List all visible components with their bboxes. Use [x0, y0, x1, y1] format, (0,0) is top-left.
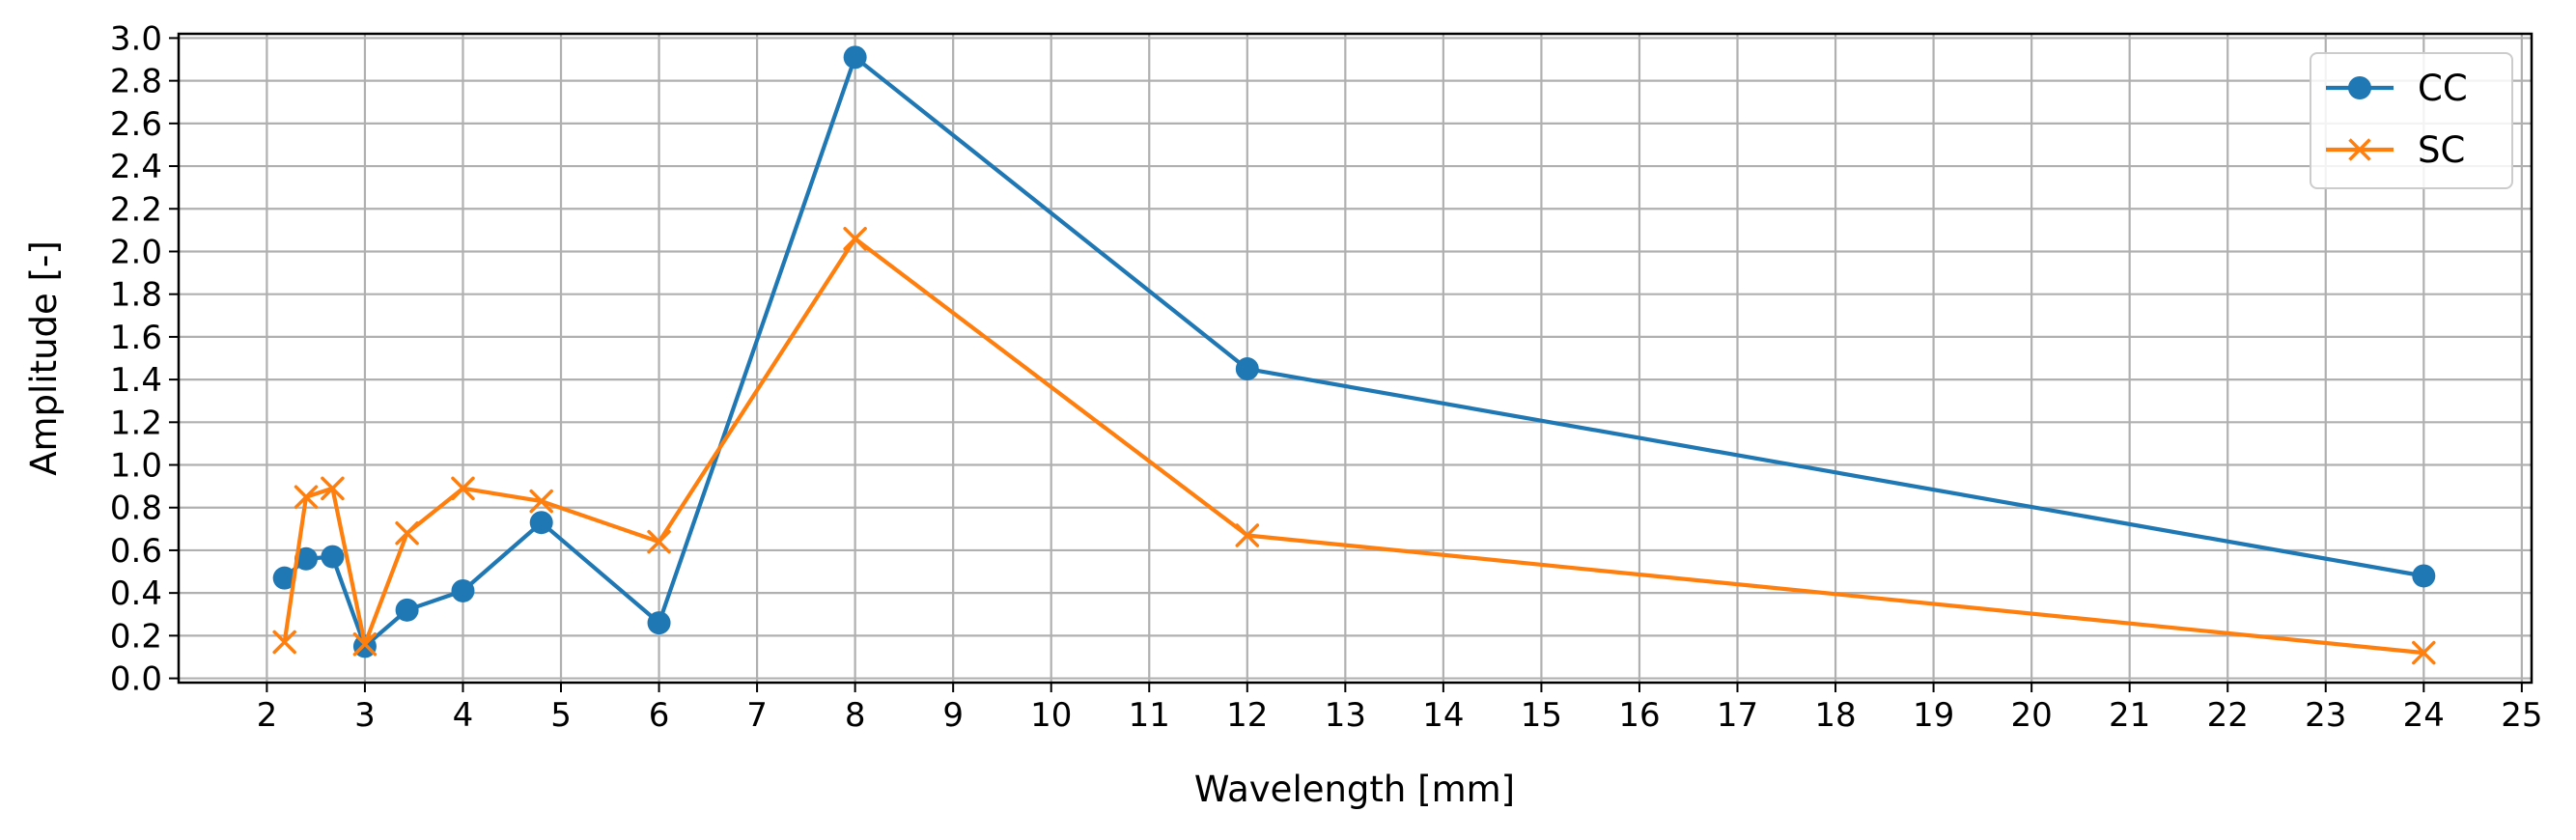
legend-entry-sc: SC	[2326, 129, 2465, 171]
data-point	[843, 226, 867, 251]
y-tick-label: 2.8	[110, 63, 162, 101]
x-tick-label: 5	[550, 696, 572, 735]
y-tick-label: 1.6	[110, 319, 162, 357]
series-line	[282, 55, 2426, 649]
x-tick-label: 22	[2207, 696, 2249, 735]
x-tick-label: 10	[1030, 696, 1072, 735]
series-line	[282, 237, 2426, 656]
y-tick-label: 0.8	[110, 490, 162, 528]
y-tick-label: 3.0	[110, 19, 162, 58]
x-tick-label: 2	[257, 696, 278, 735]
x-tick-label: 3	[354, 696, 376, 735]
y-tick-label: 0.0	[110, 660, 162, 699]
x-tick-label: 9	[942, 696, 964, 735]
x-tick-label: 7	[746, 696, 768, 735]
x-tick-label: 23	[2305, 696, 2346, 735]
data-point	[352, 631, 378, 657]
data-point	[321, 476, 345, 501]
y-tick-label: 1.4	[110, 361, 162, 400]
grid	[179, 34, 2532, 683]
y-tick-label: 2.4	[110, 148, 162, 186]
data-point	[647, 611, 671, 635]
x-tick-label: 15	[1521, 696, 1562, 735]
data-point	[451, 476, 475, 501]
x-tick-label: 6	[649, 696, 670, 735]
x-axis-label: Wavelength [mm]	[1194, 769, 1515, 810]
y-tick-label: 1.0	[110, 447, 162, 486]
data-point	[321, 545, 345, 569]
data-point	[1235, 523, 1260, 547]
x-tick-label: 13	[1325, 696, 1366, 735]
series-sc	[272, 226, 2436, 665]
x-tick-label: 20	[2011, 696, 2053, 735]
x-tick-label: 11	[1129, 696, 1170, 735]
x-tick-label: 14	[1422, 696, 1464, 735]
y-tick-label: 2.6	[110, 105, 162, 144]
series-cc	[272, 45, 2436, 658]
legend-label: SC	[2418, 129, 2465, 171]
legend-label: CC	[2418, 68, 2468, 109]
series-layer	[272, 45, 2436, 665]
y-tick-label: 1.8	[110, 276, 162, 315]
x-tick-label: 16	[1618, 696, 1660, 735]
x-tick-label: 8	[845, 696, 866, 735]
data-point	[2412, 564, 2436, 588]
legend-marker	[2348, 76, 2371, 99]
data-point	[647, 529, 671, 554]
data-point	[294, 485, 319, 509]
data-point	[294, 546, 319, 571]
plot-frame	[177, 32, 2534, 685]
x-tick-label: 18	[1814, 696, 1856, 735]
data-point	[272, 566, 296, 590]
legend-box	[2310, 52, 2513, 189]
x-tick-label: 12	[1226, 696, 1268, 735]
legend-marker	[2348, 138, 2371, 161]
y-tick-label: 2.0	[110, 233, 162, 271]
data-point	[1235, 357, 1259, 381]
data-point	[395, 598, 419, 622]
data-point	[2412, 640, 2436, 665]
x-tick-label: 25	[2501, 696, 2542, 735]
x-axis-ticks: 2 3 4 5 6 7 8 9 10 11 12 13 14 15 16 17 18 19 20 21 22 23 24 25	[257, 683, 2542, 735]
legend: CC SC	[2310, 52, 2513, 189]
data-point	[272, 630, 296, 655]
y-tick-label: 0.6	[110, 532, 162, 571]
y-axis-label: Amplitude [-]	[23, 240, 65, 476]
x-tick-label: 19	[1913, 696, 1954, 735]
data-point	[529, 511, 553, 535]
data-point	[395, 521, 419, 546]
y-tick-label: 2.2	[110, 190, 162, 229]
x-tick-label: 17	[1717, 696, 1758, 735]
y-tick-label: 1.2	[110, 404, 162, 442]
y-tick-label: 0.2	[110, 617, 162, 656]
data-point	[843, 45, 867, 70]
data-point	[529, 489, 553, 514]
x-tick-label: 21	[2109, 696, 2150, 735]
legend-entry-cc: CC	[2326, 68, 2468, 109]
data-point	[451, 578, 475, 602]
x-tick-label: 4	[453, 696, 474, 735]
y-tick-label: 0.4	[110, 574, 162, 613]
x-tick-label: 24	[2403, 696, 2445, 735]
y-axis-ticks: 0.0 0.2 0.40.6 0.8 1.0 1.2 1.4 1.6 1.8 2.0 2.2 2.4 2…	[110, 19, 179, 699]
